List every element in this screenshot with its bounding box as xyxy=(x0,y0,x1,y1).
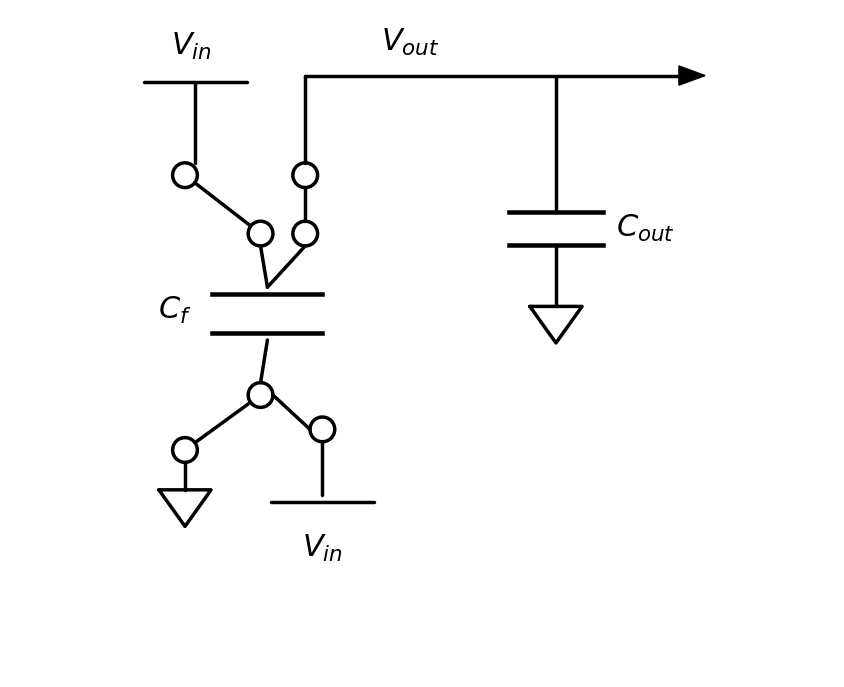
Text: $V_{out}$: $V_{out}$ xyxy=(381,27,439,58)
Text: $C_{out}$: $C_{out}$ xyxy=(616,212,675,244)
FancyArrow shape xyxy=(679,66,705,85)
Text: $V_{in}$: $V_{in}$ xyxy=(171,31,213,62)
Text: $V_{in}$: $V_{in}$ xyxy=(302,532,343,563)
Text: $C_{f}$: $C_{f}$ xyxy=(158,295,192,326)
